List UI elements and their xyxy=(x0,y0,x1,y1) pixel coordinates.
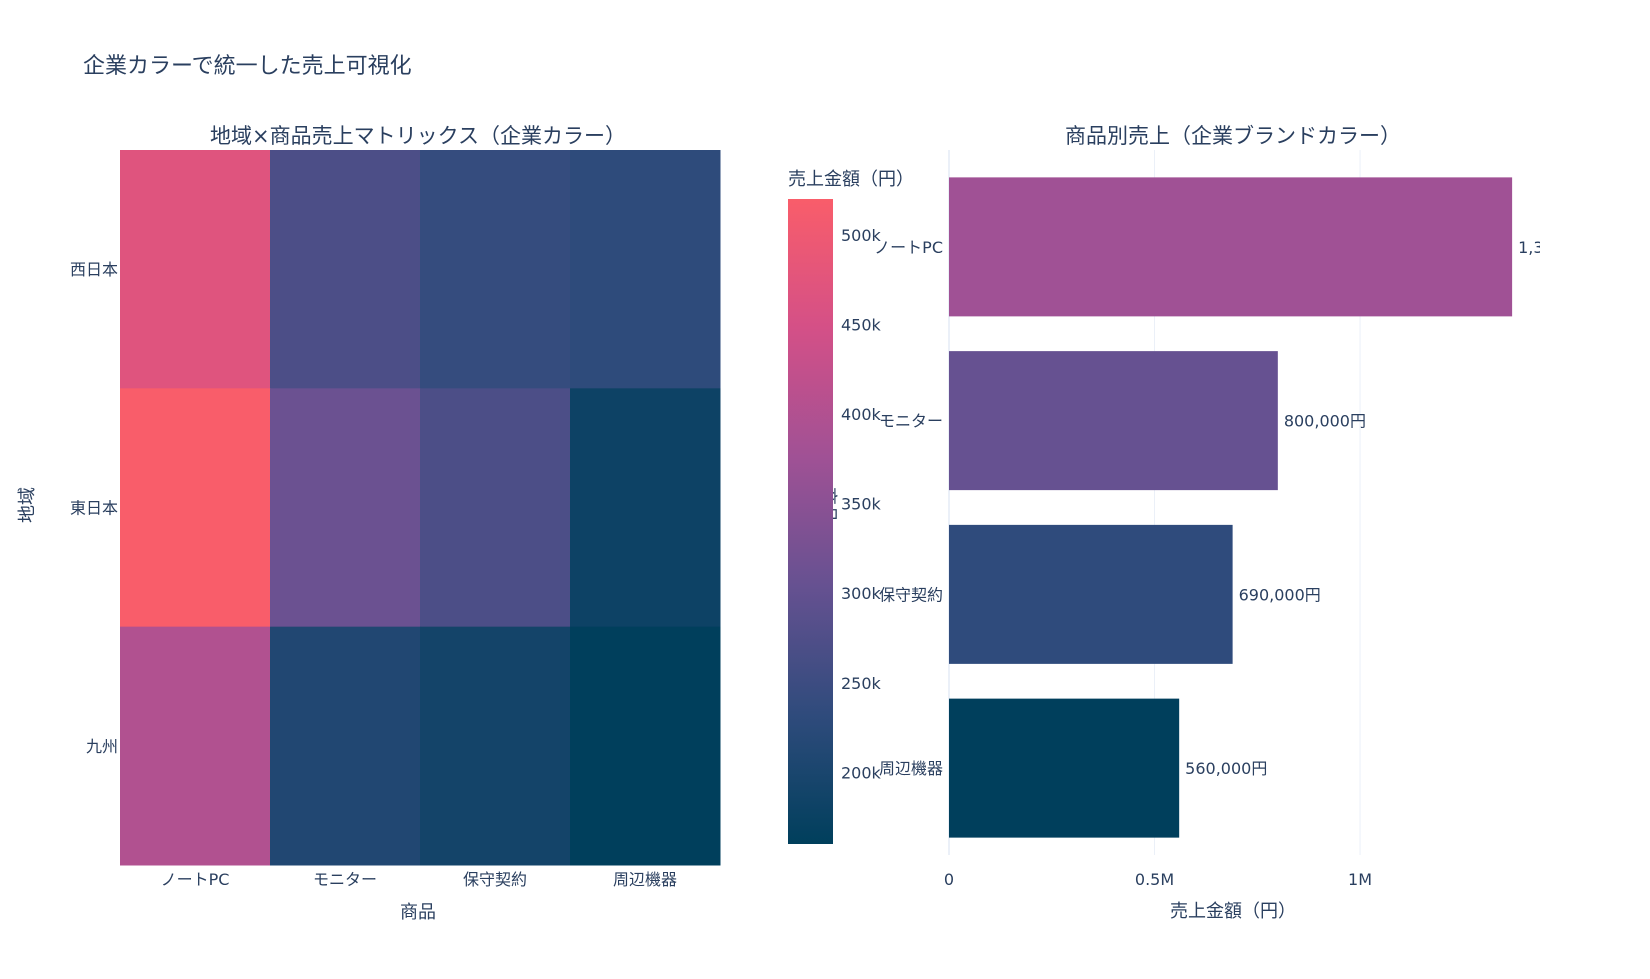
bar-x-tick-label: 0 xyxy=(944,870,954,889)
bar-data-label: 1,370,000円 xyxy=(1518,238,1615,257)
bar-chart-title: 商品別売上（企業ブランドカラー） xyxy=(1065,124,1401,148)
heatmap-x-tick-label: ノートPC xyxy=(161,870,230,889)
bar-y-tick-label: 周辺機器 xyxy=(879,759,943,778)
heatmap-cell xyxy=(270,150,421,389)
heatmap-cell xyxy=(120,150,271,389)
heatmap-y-tick-label: 東日本 xyxy=(70,499,118,518)
heatmap-x-axis-title: 商品 xyxy=(400,902,436,923)
heatmap-x-tick-label: モニター xyxy=(313,870,377,889)
bar xyxy=(949,698,1180,838)
bar-y-tick-label: モニター xyxy=(879,412,943,431)
bar xyxy=(949,177,1513,317)
heatmap-x-tick-label: 周辺機器 xyxy=(613,870,677,889)
colorbar-tick-label: 500k xyxy=(841,226,882,245)
colorbar-title: 売上金額（円） xyxy=(788,169,914,190)
bar-marks: 1,370,000円 800,000円 690,000円 560,000円 xyxy=(949,177,1615,838)
colorbar-ticks: 200k 250k 300k 350k 400k 450k 500k xyxy=(841,226,882,782)
colorbar-tick-label: 400k xyxy=(841,405,882,424)
bar-x-ticks: 0 0.5M 1M xyxy=(944,870,1372,889)
bar-data-label: 560,000円 xyxy=(1185,759,1267,778)
bar xyxy=(949,351,1278,491)
colorbar-tick-label: 450k xyxy=(841,315,882,334)
heatmap-cell xyxy=(420,150,571,389)
colorbar-tick-label: 250k xyxy=(841,674,882,693)
bar-y-tick-label: ノートPC xyxy=(874,238,943,257)
heatmap-cell xyxy=(270,626,421,866)
heatmap-y-tick-label: 西日本 xyxy=(70,260,118,279)
chart-title: 企業カラーで統一した売上可視化 xyxy=(83,54,412,79)
heatmap-cell xyxy=(270,388,421,628)
heatmap-title: 地域×商品売上マトリックス（企業カラー） xyxy=(210,124,626,148)
colorbar-tick-label: 200k xyxy=(841,763,882,782)
heatmap-cell xyxy=(120,626,271,866)
heatmap-cell xyxy=(420,626,571,866)
colorbar xyxy=(788,199,833,844)
heatmap-y-axis-title: 地域 xyxy=(17,487,38,523)
heatmap-cell xyxy=(420,388,571,628)
bar-data-label: 800,000円 xyxy=(1284,412,1366,431)
bar xyxy=(949,524,1233,664)
bar-data-label: 690,000円 xyxy=(1239,585,1321,604)
heatmap-cell xyxy=(570,626,721,866)
heatmap-cells xyxy=(120,150,721,866)
bar-x-tick-label: 0.5M xyxy=(1135,870,1174,889)
heatmap-cell xyxy=(120,388,271,628)
bar-x-axis-title: 売上金額（円） xyxy=(1170,901,1296,922)
bar-y-tick-label: 保守契約 xyxy=(879,585,943,604)
heatmap-x-ticks: ノートPC モニター 保守契約 周辺機器 xyxy=(161,870,677,889)
heatmap-x-tick-label: 保守契約 xyxy=(463,870,527,889)
colorbar-tick-label: 350k xyxy=(841,495,882,514)
heatmap-cell xyxy=(570,388,721,628)
heatmap-y-tick-label: 九州 xyxy=(86,737,118,756)
bar-x-tick-label: 1M xyxy=(1348,870,1372,889)
heatmap-cell xyxy=(570,150,721,389)
colorbar-tick-label: 300k xyxy=(841,584,882,603)
